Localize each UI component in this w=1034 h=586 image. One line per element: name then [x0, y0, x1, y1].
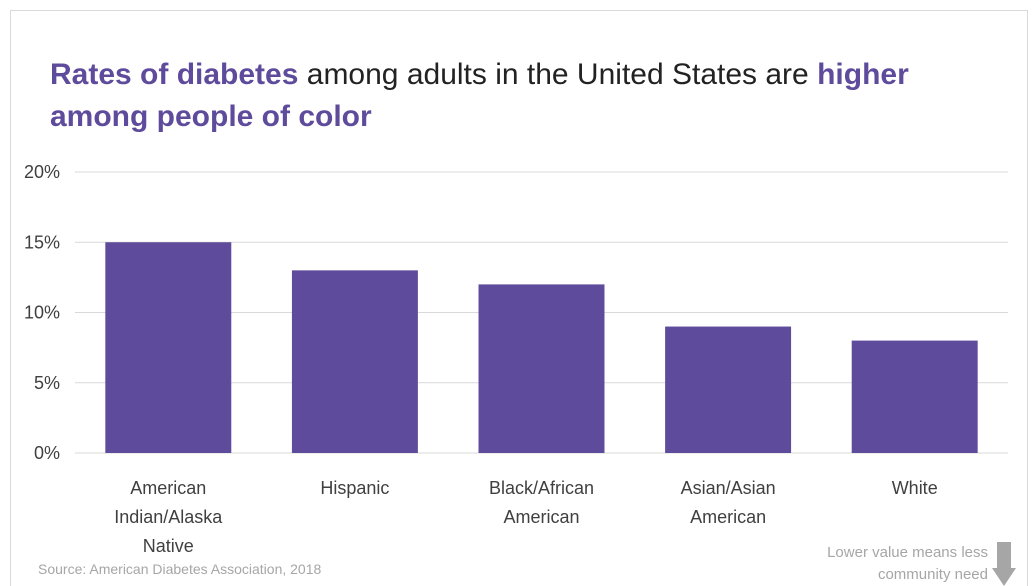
x-tick-label: Hispanic [320, 478, 389, 498]
y-tick-label: 10% [24, 303, 60, 323]
y-tick-label: 0% [34, 443, 60, 463]
title-middle-text: among adults in the United States are [298, 58, 818, 91]
interpretation-note: Lower value means less community need [827, 544, 988, 583]
y-tick-label: 5% [34, 373, 60, 393]
bar [291, 270, 418, 453]
title-highlight-higher: higher [817, 58, 909, 91]
bar [665, 326, 792, 453]
bar [478, 284, 605, 453]
bar [851, 340, 978, 453]
x-tick-label: Asian/Asian American [681, 478, 776, 527]
title-highlight-people: among people of color [50, 100, 372, 133]
chart-title: Rates of diabetes among adults in the Un… [50, 54, 1020, 138]
x-tick-label: White [892, 478, 938, 498]
x-tick-label: American Indian/Alaska Native [114, 478, 223, 556]
x-tick-label: Black/African American [489, 478, 594, 527]
y-tick-label: 20% [24, 162, 60, 182]
y-tick-label: 15% [24, 232, 60, 252]
source-note: Source: American Diabetes Association, 2… [38, 561, 322, 577]
down-arrow-icon [992, 542, 1016, 586]
bar [105, 242, 232, 453]
title-highlight-rates: Rates of diabetes [50, 58, 299, 91]
